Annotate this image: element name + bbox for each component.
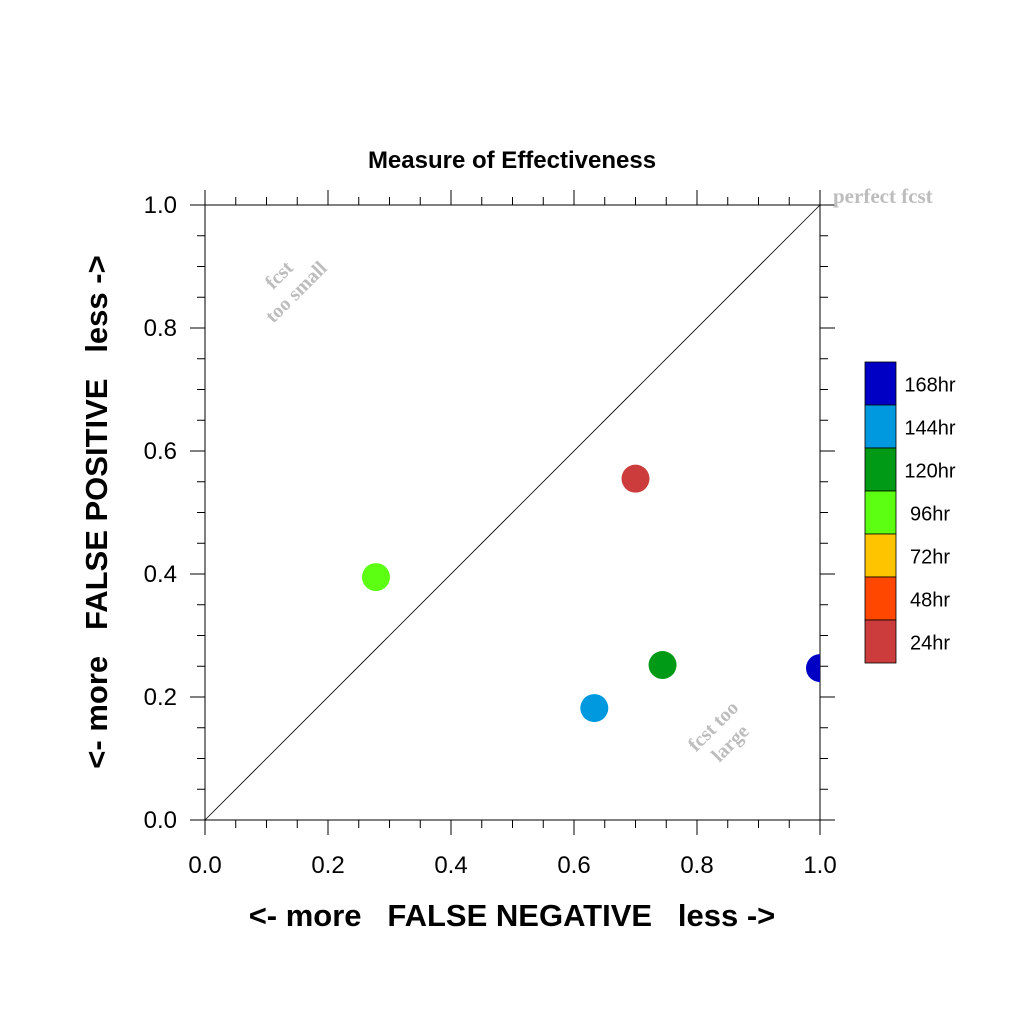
legend-label-48hr: 48hr bbox=[910, 590, 950, 612]
legend-label-120hr: 120hr bbox=[904, 461, 955, 483]
y-tick-label: 0.2 bbox=[144, 684, 177, 711]
y-tick-label: 0.0 bbox=[144, 807, 177, 834]
annotation-perfect-fcst: perfect fcst bbox=[833, 184, 933, 208]
axis-ticks bbox=[190, 190, 835, 835]
y-tick-label: 1.0 bbox=[144, 192, 177, 219]
y-tick-label: 0.8 bbox=[144, 315, 177, 342]
x-tick-label: 0.0 bbox=[188, 852, 221, 879]
data-point-96hr bbox=[361, 563, 390, 592]
x-tick-label: 0.8 bbox=[680, 852, 713, 879]
annotation-fcst-too-small: fcst too small bbox=[261, 257, 332, 328]
legend-swatch-120hr bbox=[864, 447, 897, 492]
data-point-168hr bbox=[806, 654, 820, 683]
x-tick-label: 1.0 bbox=[803, 852, 836, 879]
legend-label-72hr: 72hr bbox=[910, 547, 950, 569]
data-point-144hr bbox=[580, 694, 609, 723]
legend: 168hr 144hr 120hr 96hr 72hr 48hr 24hr bbox=[864, 361, 956, 664]
x-axis-label: <- more FALSE NEGATIVE less -> bbox=[249, 898, 776, 933]
data-point-24hr bbox=[621, 464, 650, 493]
y-tick-labels: 0.0 0.2 0.4 0.6 0.8 1.0 bbox=[144, 192, 177, 834]
x-tick-label: 0.4 bbox=[434, 852, 467, 879]
y-tick-label: 0.6 bbox=[144, 438, 177, 465]
y-tick-label: 0.4 bbox=[144, 561, 177, 588]
legend-swatch-144hr bbox=[864, 404, 897, 449]
chart-title: Measure of Effectiveness bbox=[368, 147, 656, 174]
annotation-fcst-too-large: fcst too large bbox=[684, 697, 754, 767]
legend-label-144hr: 144hr bbox=[904, 418, 955, 440]
data-points bbox=[361, 464, 820, 723]
data-point-120hr bbox=[648, 651, 677, 680]
legend-swatch-96hr bbox=[864, 490, 897, 535]
legend-swatch-168hr bbox=[864, 361, 897, 406]
legend-label-24hr: 24hr bbox=[910, 633, 950, 655]
legend-swatch-48hr bbox=[864, 576, 897, 621]
legend-label-96hr: 96hr bbox=[910, 504, 950, 526]
x-tick-labels: 0.0 0.2 0.4 0.6 0.8 1.0 bbox=[188, 852, 836, 879]
legend-label-168hr: 168hr bbox=[904, 375, 955, 397]
legend-swatch-72hr bbox=[864, 533, 897, 578]
x-tick-label: 0.6 bbox=[557, 852, 590, 879]
legend-swatch-24hr bbox=[864, 619, 897, 664]
x-tick-label: 0.2 bbox=[311, 852, 344, 879]
y-axis-label: <- more FALSE POSITIVE less -> bbox=[79, 255, 114, 768]
perfect-diagonal bbox=[204, 204, 821, 821]
